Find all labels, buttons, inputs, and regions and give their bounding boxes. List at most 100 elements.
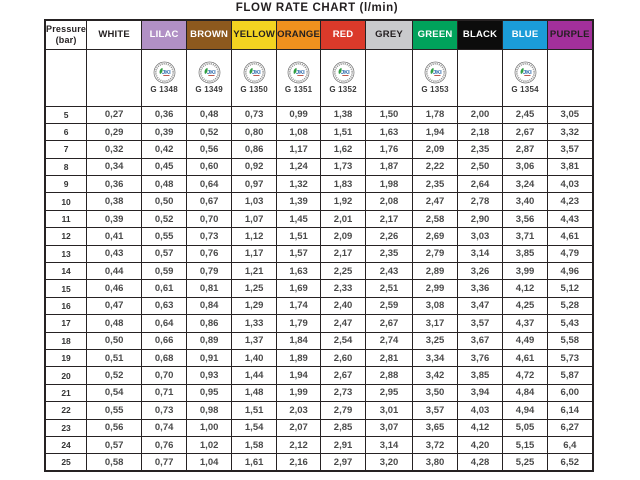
pressure-value: 11 xyxy=(44,209,88,229)
column-header-purple: PURPLE xyxy=(547,19,594,50)
flow-value: 0,41 xyxy=(86,227,143,246)
flow-value: 3,71 xyxy=(502,227,549,246)
flow-value: 0,80 xyxy=(231,122,278,142)
pressure-value: 23 xyxy=(44,418,88,437)
flow-value: 5,25 xyxy=(502,453,549,472)
pressure-value: 18 xyxy=(44,331,88,350)
table-row: 6 0,29 0,39 0,52 0,80 1,08 1,51 1,63 1,94 2,18 2,6… xyxy=(44,122,594,142)
flow-value: 4,03 xyxy=(457,401,504,420)
column-header-lilac: LILAC xyxy=(141,19,188,50)
flow-value: 3,03 xyxy=(457,227,504,246)
flow-value: 0,86 xyxy=(231,140,278,159)
flow-value: 1,07 xyxy=(231,209,278,229)
empty-cell xyxy=(44,48,88,107)
flow-value: 1,08 xyxy=(276,122,322,142)
flow-value: 0,52 xyxy=(186,122,233,142)
cert-badge-cell-green: JKI G 1353 xyxy=(412,48,459,107)
flow-value: 5,58 xyxy=(547,331,594,350)
cert-badge-group: JKI G 1350 xyxy=(233,50,276,105)
flow-value: 2,87 xyxy=(502,140,549,159)
flow-value: 0,34 xyxy=(86,157,143,177)
flow-value: 1,50 xyxy=(365,105,414,124)
jki-badge-text: JKI xyxy=(162,70,171,76)
pressure-value: 15 xyxy=(44,279,88,298)
flow-value: 3,85 xyxy=(457,366,504,385)
flow-value: 1,87 xyxy=(365,157,414,177)
pressure-value: 6 xyxy=(44,122,88,142)
flow-value: 1,02 xyxy=(186,435,233,455)
flow-value: 1,63 xyxy=(365,122,414,142)
leaf-icon xyxy=(430,67,434,74)
jki-certification-badge-icon: JKI xyxy=(287,61,310,84)
flow-value: 2,47 xyxy=(412,192,459,211)
flow-value: 0,48 xyxy=(186,105,233,124)
flow-value: 1,94 xyxy=(412,122,459,142)
flow-value: 0,51 xyxy=(86,348,143,368)
flow-value: 3,50 xyxy=(412,383,459,403)
jki-badge-text: JKI xyxy=(252,70,261,76)
flow-value: 4,43 xyxy=(547,209,594,229)
flow-value: 1,44 xyxy=(231,366,278,385)
leaf-icon xyxy=(338,67,342,74)
cert-number: G 1352 xyxy=(329,85,357,94)
flow-value: 5,87 xyxy=(547,366,594,385)
jki-badge-text: JKI xyxy=(207,70,216,76)
flow-value: 3,14 xyxy=(457,244,504,264)
flow-value: 2,79 xyxy=(412,244,459,264)
flow-value: 1,24 xyxy=(276,157,322,177)
table-row: 20 0,52 0,70 0,93 1,44 1,94 2,67 2,88 3,42 3,85 4,… xyxy=(44,366,594,385)
table-row: 16 0,47 0,63 0,84 1,29 1,74 2,40 2,59 3,08 3,47 4,… xyxy=(44,296,594,316)
flow-value: 1,84 xyxy=(276,331,322,350)
jki-certification-badge-icon: JKI xyxy=(514,61,536,84)
flow-value: 1,94 xyxy=(276,366,322,385)
flow-value: 2,45 xyxy=(502,105,549,124)
flow-value: 0,84 xyxy=(186,296,233,316)
pressure-value: 8 xyxy=(44,157,88,177)
flow-value: 1,61 xyxy=(231,453,278,472)
table-row: 25 0,58 0,77 1,04 1,61 2,16 2,97 3,20 3,80 4,28 5,… xyxy=(44,453,594,472)
flow-value: 1,12 xyxy=(231,227,278,246)
flow-value: 1,37 xyxy=(231,331,278,350)
flow-value: 0,45 xyxy=(141,157,188,177)
flow-value: 0,99 xyxy=(276,105,322,124)
pressure-header-line2: (bar) xyxy=(55,34,77,45)
flow-value: 6,00 xyxy=(547,383,594,403)
column-header-orange: ORANGE xyxy=(276,19,322,50)
table-row: 5 0,27 0,36 0,48 0,73 0,99 1,38 1,50 1,78 2,00 2,4… xyxy=(44,105,594,124)
cert-badge-group: JKI G 1349 xyxy=(188,50,231,105)
flow-value: 1,62 xyxy=(320,140,367,159)
flow-value: 2,17 xyxy=(365,209,414,229)
flow-value: 2,12 xyxy=(276,435,322,455)
table-row: 11 0,39 0,52 0,70 1,07 1,45 2,01 2,17 2,58 2,90 3,… xyxy=(44,209,594,229)
cert-badge-group: JKI G 1354 xyxy=(504,50,547,105)
table-row: 9 0,36 0,48 0,64 0,97 1,32 1,83 1,98 2,35 2,64 3,2… xyxy=(44,175,594,194)
flow-value: 2,22 xyxy=(412,157,459,177)
flow-value: 3,94 xyxy=(457,383,504,403)
flow-value: 3,67 xyxy=(457,331,504,350)
flow-value: 1,25 xyxy=(231,279,278,298)
flow-value: 2,60 xyxy=(320,348,367,368)
flow-value: 0,64 xyxy=(141,314,188,333)
flow-value: 0,98 xyxy=(186,401,233,420)
flow-value: 2,40 xyxy=(320,296,367,316)
flow-value: 0,79 xyxy=(186,262,233,281)
flow-value: 0,61 xyxy=(141,279,188,298)
flow-value: 1,54 xyxy=(231,418,278,437)
flow-value: 5,43 xyxy=(547,314,594,333)
flow-value: 2,35 xyxy=(457,140,504,159)
table-row: 7 0,32 0,42 0,56 0,86 1,17 1,62 1,76 2,09 2,35 2,8… xyxy=(44,140,594,159)
flow-value: 4,23 xyxy=(547,192,594,211)
pressure-value: 24 xyxy=(44,435,88,455)
flow-value: 5,73 xyxy=(547,348,594,368)
flow-value: 2,64 xyxy=(457,175,504,194)
flow-value: 3,17 xyxy=(412,314,459,333)
flow-value: 3,07 xyxy=(365,418,414,437)
flow-value: 4,12 xyxy=(502,279,549,298)
pressure-value: 22 xyxy=(44,401,88,420)
flow-value: 3,72 xyxy=(412,435,459,455)
flow-value: 0,68 xyxy=(141,348,188,368)
column-header-black: BLACK xyxy=(457,19,504,50)
jki-certification-badge-icon: JKI xyxy=(243,61,265,84)
flow-value: 1,73 xyxy=(320,157,367,177)
